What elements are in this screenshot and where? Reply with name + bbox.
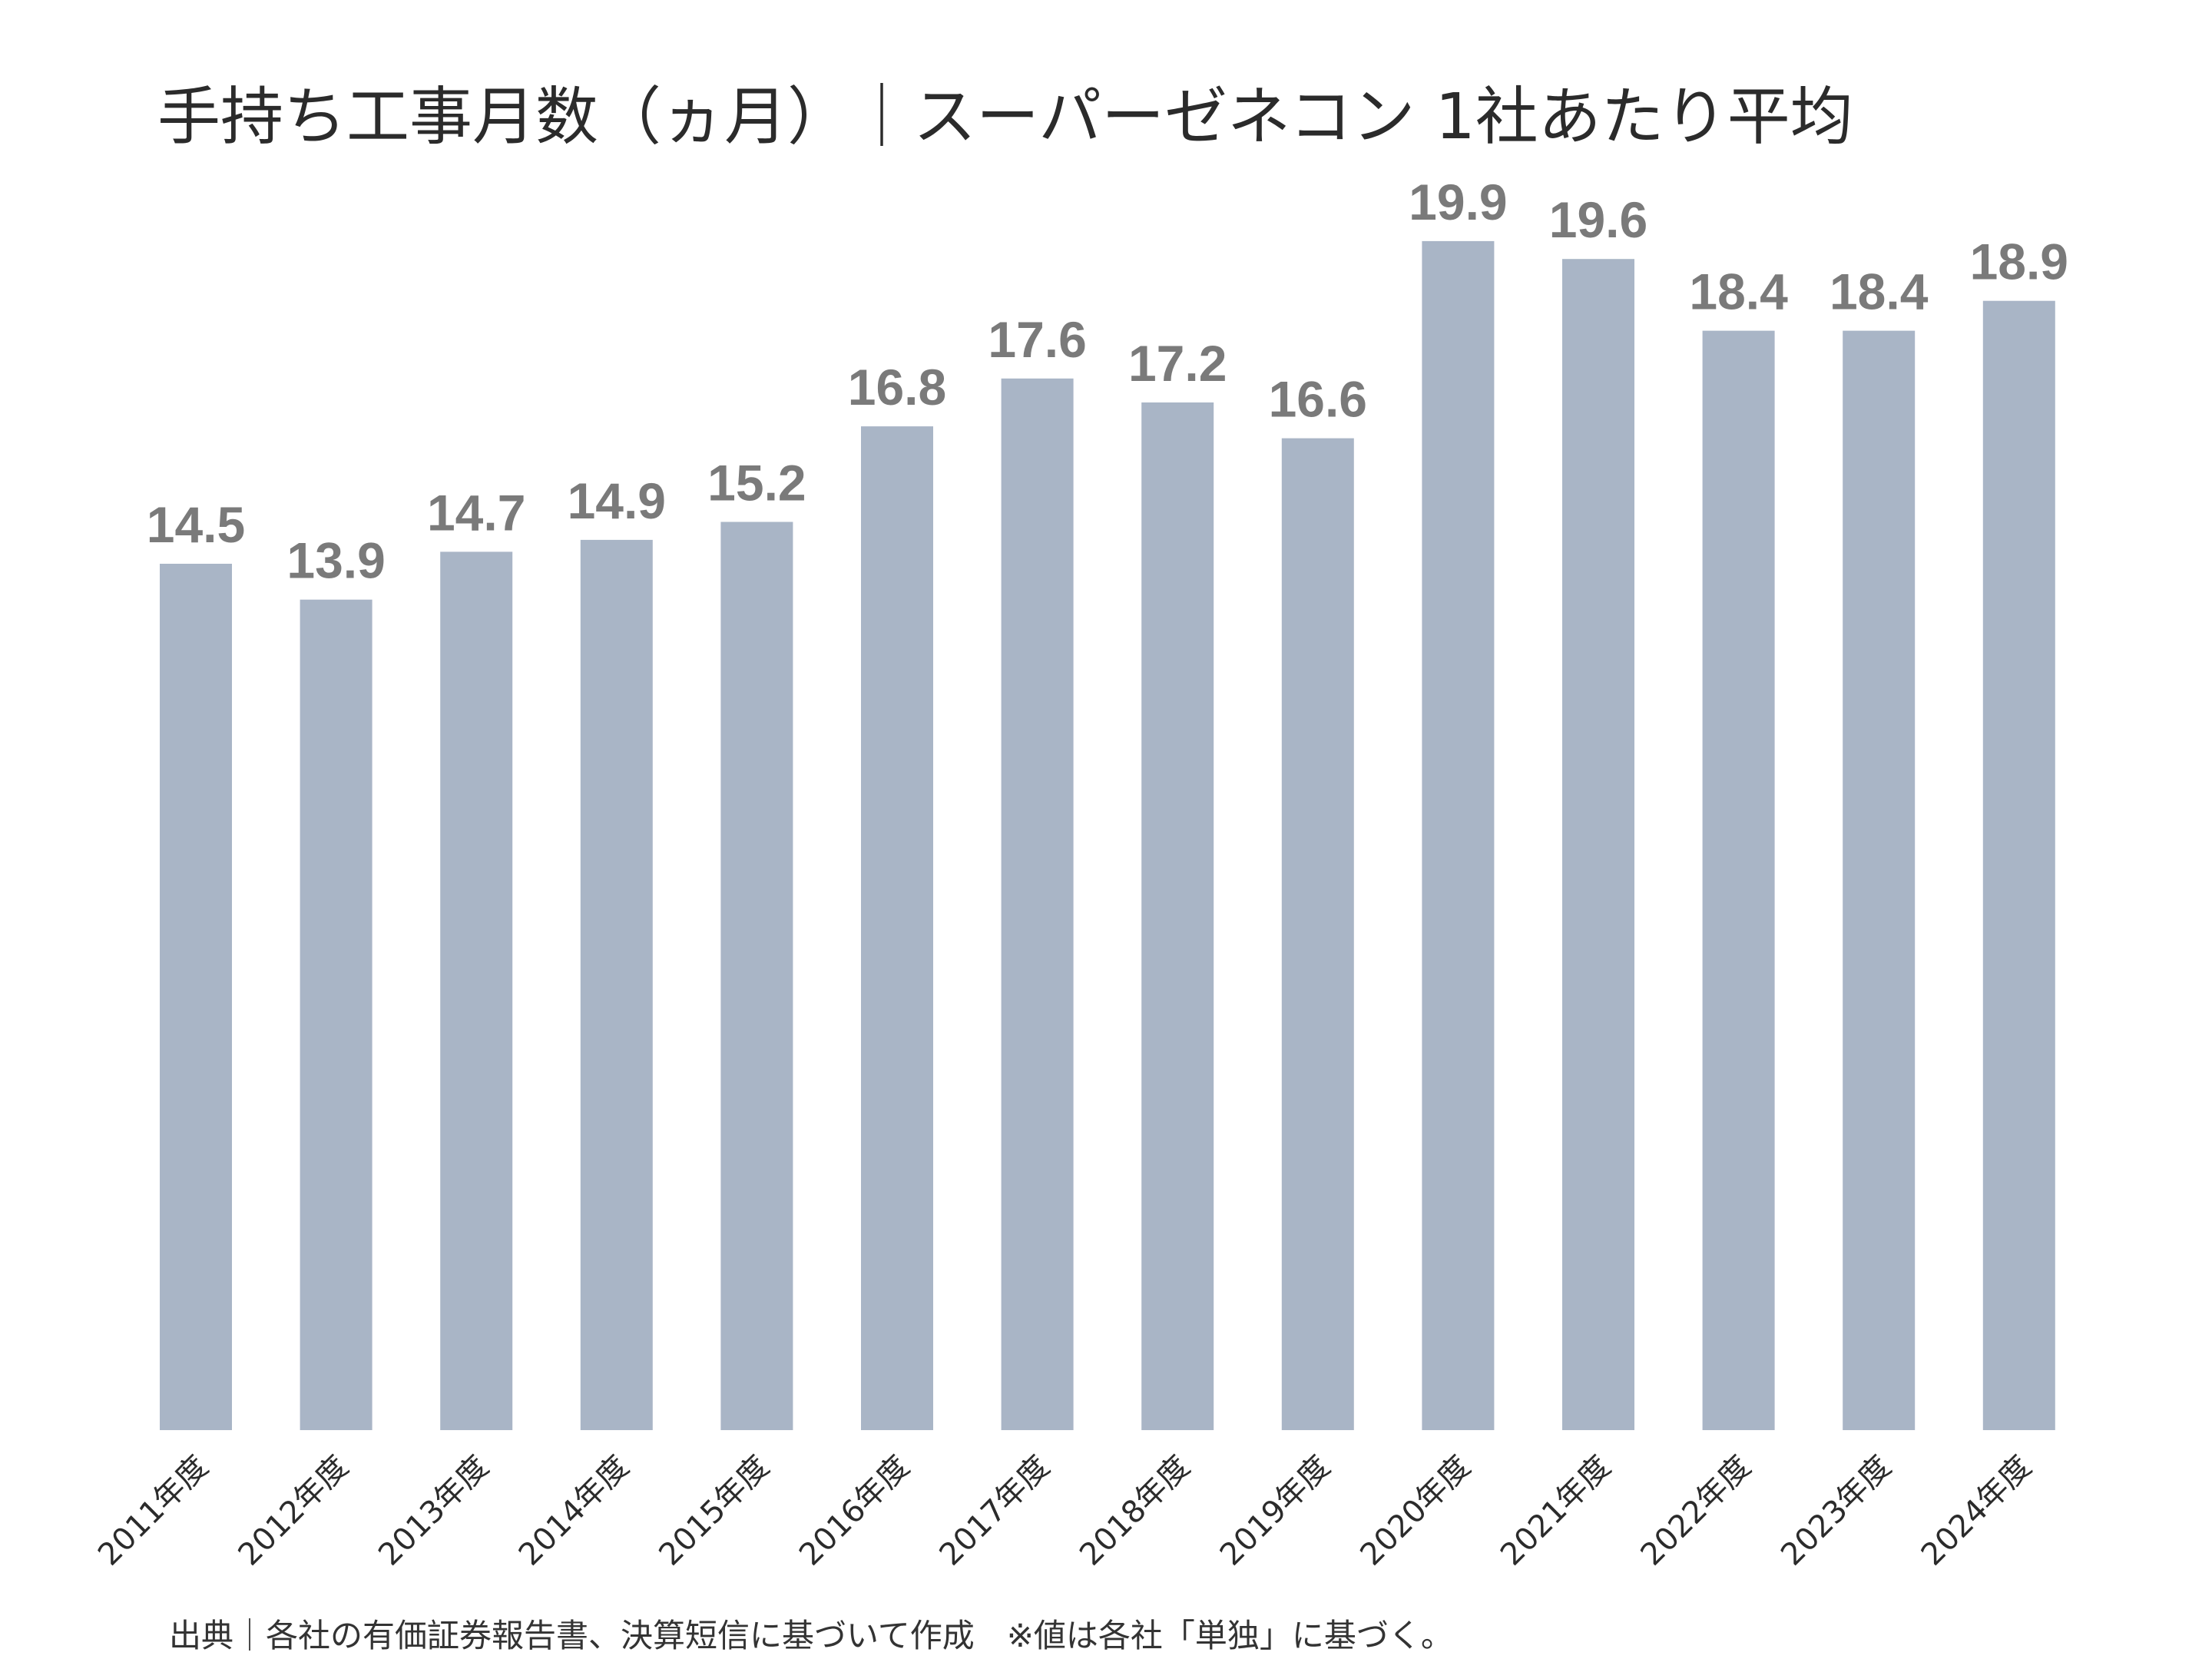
bar-2011年度	[160, 564, 232, 1430]
x-tick-label-2019年度: 2019年度	[1214, 1449, 1337, 1573]
bar-2015年度	[720, 522, 793, 1430]
bar-2019年度	[1281, 438, 1354, 1430]
value-label-2021年度: 19.6	[1549, 191, 1647, 248]
bar-2024年度	[1982, 300, 2055, 1431]
x-tick-label-2011年度: 2011年度	[91, 1449, 215, 1573]
value-label-2022年度: 18.4	[1689, 263, 1788, 320]
bar-2018年度	[1141, 402, 1214, 1430]
x-tick-label-2014年度: 2014年度	[512, 1449, 636, 1573]
bar-2017年度	[1001, 378, 1074, 1430]
bar-2013年度	[440, 551, 513, 1430]
x-tick-label-2018年度: 2018年度	[1073, 1449, 1197, 1573]
x-tick-label-2022年度: 2022年度	[1634, 1449, 1758, 1573]
bar-2020年度	[1422, 240, 1495, 1430]
bar-2012年度	[300, 599, 373, 1431]
value-label-2011年度: 14.5	[147, 496, 245, 553]
bar-2021年度	[1562, 259, 1634, 1431]
value-label-2015年度: 15.2	[707, 455, 806, 512]
value-label-2023年度: 18.4	[1830, 263, 1929, 320]
value-label-2013年度: 14.7	[427, 484, 525, 541]
x-tick-label-2012年度: 2012年度	[232, 1449, 356, 1573]
value-label-2016年度: 16.8	[848, 359, 946, 416]
bar-2014年度	[580, 539, 653, 1430]
x-tick-label-2013年度: 2013年度	[372, 1449, 495, 1573]
source-note: 出典｜各社の有価証券報告書、決算短信に基づいて作成 ※値は各社「単独」に基づく。	[169, 1617, 1453, 1654]
x-tick-label-2017年度: 2017年度	[933, 1449, 1057, 1573]
value-label-2012年度: 13.9	[286, 532, 385, 589]
bar-2023年度	[1843, 330, 1916, 1431]
bar-2016年度	[861, 426, 933, 1430]
x-tick-label-2021年度: 2021年度	[1494, 1449, 1618, 1573]
value-label-2019年度: 16.6	[1269, 371, 1367, 428]
x-tick-label-2016年度: 2016年度	[793, 1449, 916, 1573]
value-label-2020年度: 19.9	[1409, 174, 1507, 230]
x-tick-label-2024年度: 2024年度	[1915, 1449, 2038, 1573]
value-label-2024年度: 18.9	[1970, 233, 2068, 290]
chart-title: 手持ち工事月数（ヵ月）｜スーパーゼネコン 1社あたり平均	[157, 81, 1853, 154]
value-label-2018年度: 17.2	[1128, 335, 1227, 392]
x-tick-label-2020年度: 2020年度	[1353, 1449, 1477, 1573]
bar-2022年度	[1702, 330, 1775, 1431]
value-label-2014年度: 14.9	[568, 472, 666, 529]
x-tick-label-2015年度: 2015年度	[652, 1449, 776, 1573]
x-tick-label-2023年度: 2023年度	[1774, 1449, 1898, 1573]
value-label-2017年度: 17.6	[988, 311, 1086, 368]
